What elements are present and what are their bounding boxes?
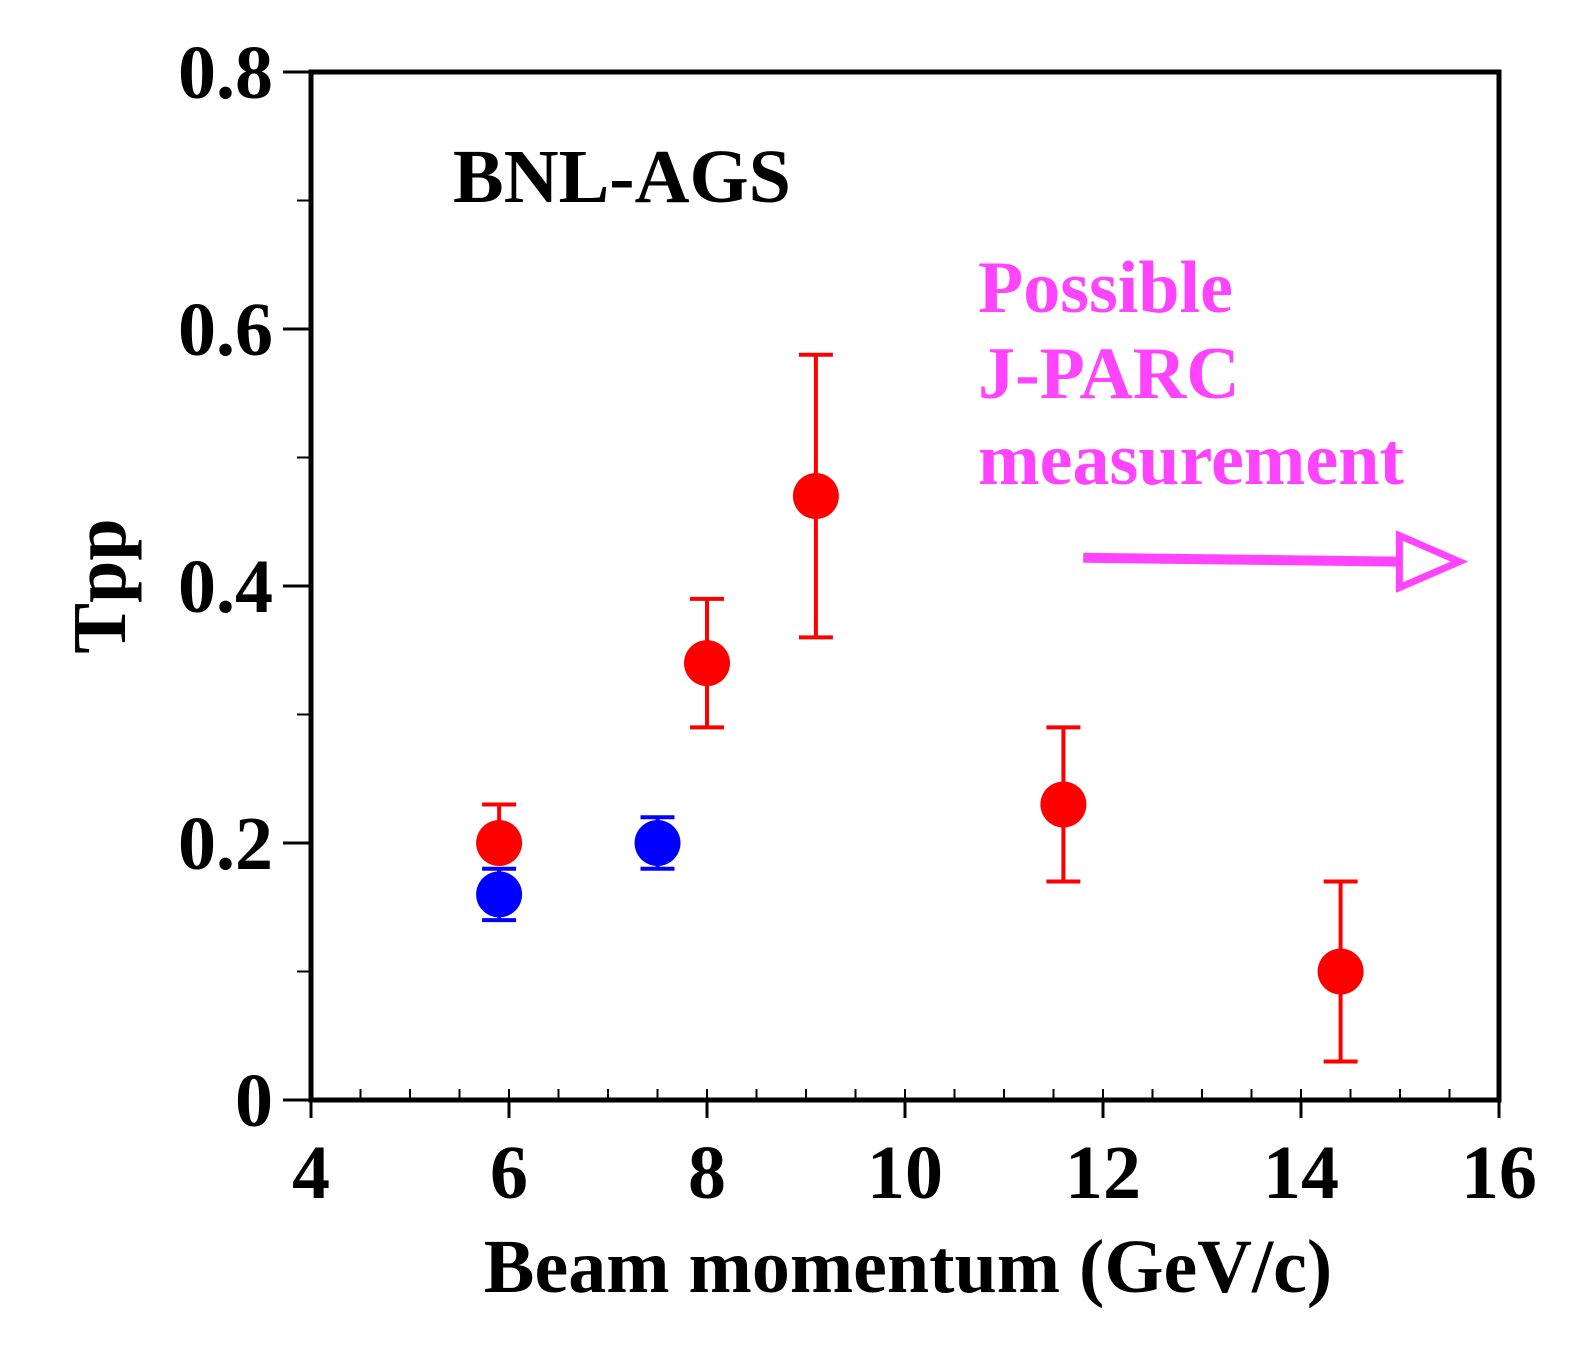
y-tick-label: 0.6 bbox=[178, 288, 273, 372]
x-tick-label: 4 bbox=[292, 1131, 330, 1215]
red-data-point bbox=[476, 820, 523, 866]
y-tick-label: 0 bbox=[235, 1059, 273, 1143]
jparc-line-2: J-PARC bbox=[978, 333, 1240, 415]
y-tick-label: 0.2 bbox=[178, 802, 273, 886]
x-tick-label: 8 bbox=[688, 1131, 726, 1215]
jparc-line-3: measurement bbox=[978, 419, 1404, 501]
plot-frame bbox=[308, 69, 1502, 1103]
x-tick-label: 6 bbox=[490, 1131, 528, 1215]
experiment-label: BNL-AGS bbox=[453, 135, 791, 219]
jparc-line-1: Possible bbox=[978, 247, 1233, 329]
red-data-point bbox=[684, 640, 730, 687]
red-data-point bbox=[1040, 781, 1087, 828]
arrow-head bbox=[1395, 530, 1469, 593]
jparc-arrow bbox=[1083, 530, 1469, 593]
x-tick-label: 10 bbox=[867, 1131, 943, 1215]
red-data-point bbox=[1317, 948, 1364, 995]
red-data-point bbox=[792, 473, 839, 520]
blue-data-point bbox=[476, 871, 523, 918]
arrow-shaft bbox=[1083, 552, 1400, 567]
y-tick-label: 0.4 bbox=[178, 545, 273, 629]
x-tick-label: 14 bbox=[1263, 1131, 1339, 1215]
y-tick-label: 0.8 bbox=[178, 31, 273, 115]
blue-data-point bbox=[634, 820, 681, 866]
axis-tick-labels: 4 6 8 10 12 14 16 0 0.2 0.4 0.6 0.8 bbox=[178, 31, 1537, 1215]
y-axis-title: Tpp bbox=[58, 518, 142, 653]
x-axis-title: Beam momentum (GeV/c) bbox=[484, 1225, 1332, 1309]
data-points bbox=[476, 473, 1364, 995]
x-tick-label: 16 bbox=[1461, 1131, 1537, 1215]
x-tick-label: 12 bbox=[1065, 1131, 1141, 1215]
axis-ticks bbox=[283, 70, 1501, 1118]
